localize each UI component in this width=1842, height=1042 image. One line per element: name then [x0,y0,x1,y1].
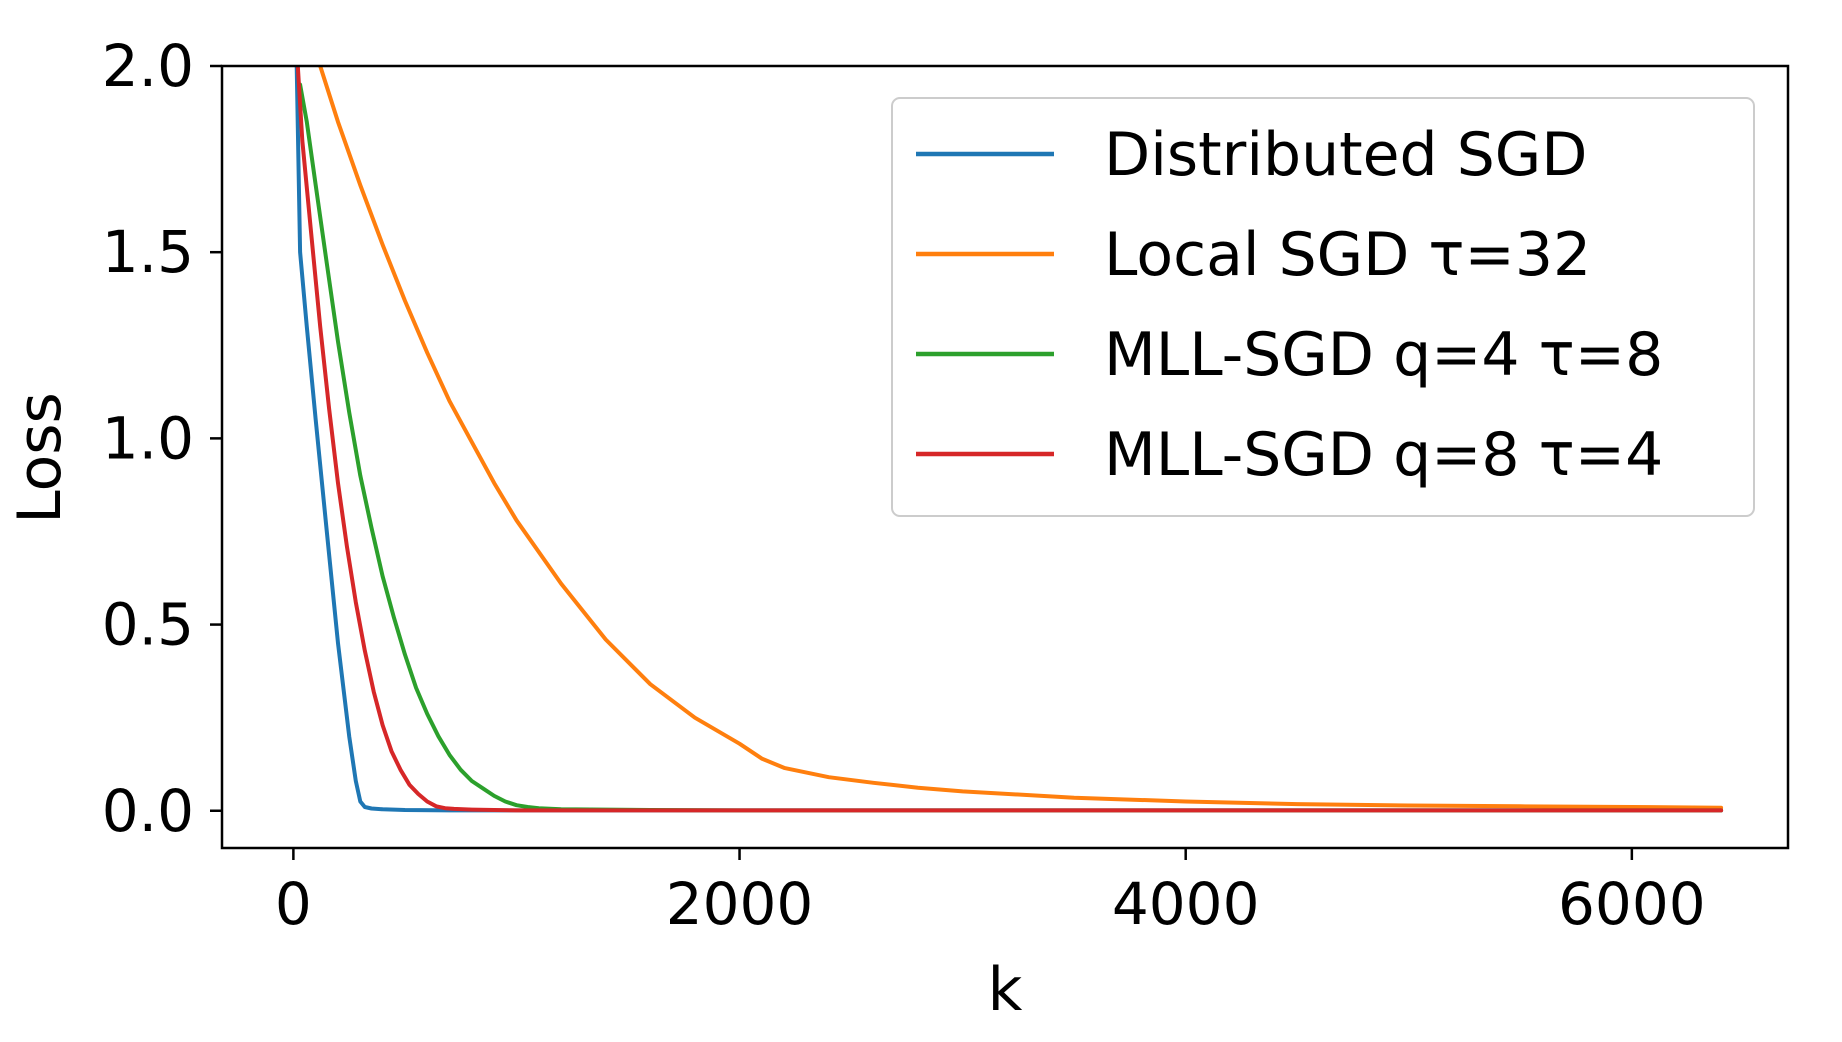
legend-label-4: MLL-SGD q=8 τ=4 [1104,420,1663,490]
series-line-4 [295,66,1724,813]
plot-frame [220,64,1790,850]
legend-label-3: MLL-SGD q=4 τ=8 [1104,320,1663,390]
y-tick-label: 0.5 [102,591,194,659]
y-tick-label: 0.0 [102,777,194,845]
x-tick-label: 4000 [1112,870,1260,938]
y-tick-label: 2.0 [102,32,194,100]
legend-label-2: Local SGD τ=32 [1104,220,1591,290]
legend-box [891,97,1755,517]
x-tick-label: 0 [275,870,312,938]
x-tick-label: 6000 [1558,870,1706,938]
series-line-2 [318,66,1724,810]
series-layer [294,66,1724,813]
x-tick-label: 2000 [666,870,814,938]
y-axis-ticks: 0.0 0.5 1.0 1.5 2.0 [102,32,222,845]
x-axis-ticks: 0 2000 4000 6000 [275,848,1706,938]
y-axis-label: Loss [5,392,75,524]
legend: Distributed SGD Local SGD τ=32 MLL-SGD q=4… [891,97,1755,517]
y-tick-label: 1.5 [102,218,194,286]
x-axis-label: k [988,955,1023,1025]
y-tick-label: 1.0 [102,404,194,472]
legend-label-1: Distributed SGD [1104,120,1588,190]
